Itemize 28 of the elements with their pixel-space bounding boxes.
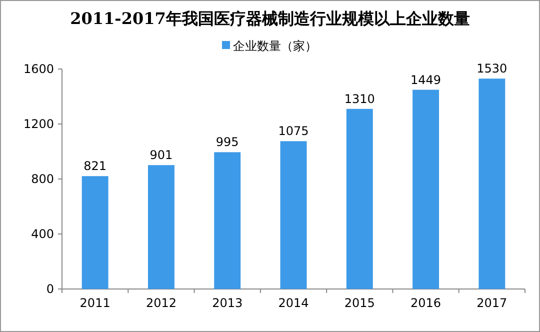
bar <box>346 108 373 289</box>
y-tick-label: 0 <box>46 282 54 296</box>
x-tick-label: 2014 <box>278 296 309 310</box>
x-tick-label: 2013 <box>212 296 243 310</box>
y-tick-label: 400 <box>31 227 54 241</box>
data-label: 1075 <box>278 124 309 138</box>
bar <box>412 90 440 289</box>
data-label: 821 <box>84 159 107 174</box>
data-label: 1449 <box>410 72 442 87</box>
bar <box>280 141 307 289</box>
bar <box>82 176 108 289</box>
chart-title: 2011-2017年我国医疗器械制造行业规模以上企业数量 <box>70 9 470 28</box>
data-label: 1310 <box>344 92 375 106</box>
x-tick-label: 2011 <box>80 296 110 310</box>
y-tick-label: 1600 <box>23 62 54 76</box>
y-tick-label: 1200 <box>23 117 54 131</box>
bar <box>478 78 506 289</box>
data-label: 1530 <box>476 62 508 76</box>
bar <box>214 152 241 289</box>
data-label: 995 <box>216 135 239 150</box>
x-tick-label: 2016 <box>410 296 442 310</box>
bar <box>148 165 174 289</box>
x-tick-label: 2012 <box>146 296 176 310</box>
x-tick-label: 2015 <box>344 296 375 310</box>
data-label: 901 <box>150 148 173 162</box>
x-tick-label: 2017 <box>476 296 508 310</box>
y-tick-label: 800 <box>31 172 54 186</box>
legend: 企业数量（家） <box>222 39 317 53</box>
